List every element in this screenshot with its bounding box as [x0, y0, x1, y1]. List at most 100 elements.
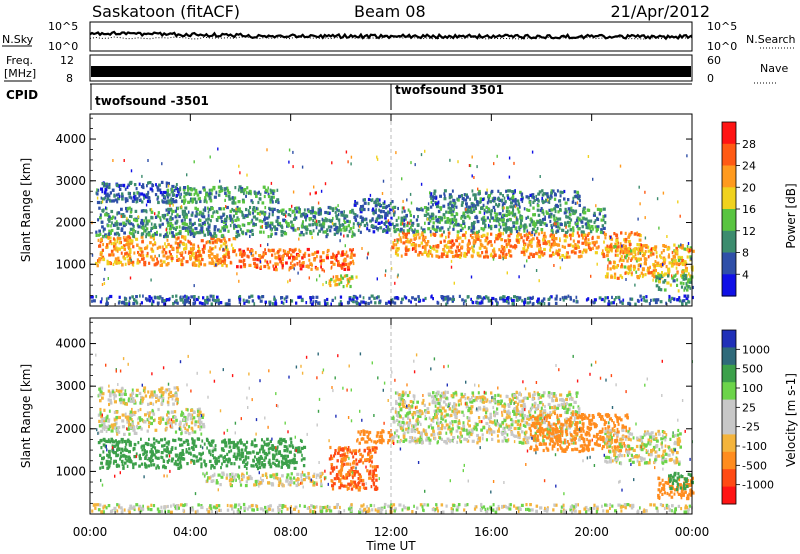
range-gate-cell	[149, 416, 153, 420]
range-gate-cell	[293, 263, 296, 267]
range-gate-cell	[298, 233, 302, 237]
range-gate-cell	[324, 210, 328, 215]
range-gate-cell	[446, 301, 449, 305]
range-gate-cell	[180, 298, 184, 302]
range-gate-cell	[209, 155, 211, 159]
range-gate-cell	[226, 460, 230, 464]
range-gate-cell	[272, 454, 274, 458]
range-gate-cell	[599, 230, 603, 234]
range-gate-cell	[134, 462, 137, 466]
range-gate-cell	[689, 255, 692, 259]
range-gate-cell	[195, 455, 198, 459]
range-gate-cell	[550, 191, 553, 195]
range-gate-cell	[113, 241, 116, 246]
range-gate-cell	[476, 220, 480, 224]
range-gate-cell	[185, 430, 188, 435]
range-gate-cell	[353, 215, 357, 219]
range-gate-cell	[155, 183, 157, 187]
range-gate-cell	[184, 250, 187, 254]
range-gate-cell	[194, 257, 198, 261]
range-gate-cell	[396, 248, 399, 252]
range-gate-cell	[250, 464, 253, 468]
range-gate-cell	[277, 254, 281, 258]
range-gate-cell	[314, 300, 318, 304]
range-gate-cell	[685, 302, 688, 306]
range-gate-cell	[246, 461, 249, 465]
range-gate-cell	[238, 185, 242, 189]
range-gate-cell	[662, 256, 666, 260]
range-gate-cell	[110, 437, 113, 441]
range-gate-cell	[490, 232, 493, 236]
range-gate-cell	[195, 200, 198, 204]
range-gate-cell	[467, 250, 470, 254]
range-gate-cell	[122, 255, 125, 259]
range-gate-cell	[208, 261, 212, 265]
freq-label-2: [MHz]	[4, 67, 36, 80]
range-gate-cell	[202, 296, 205, 300]
range-gate-cell	[196, 231, 199, 235]
range-gate-cell	[192, 439, 196, 443]
range-gate-cell	[326, 297, 329, 302]
range-gate-cell	[459, 228, 463, 232]
range-gate-cell	[337, 218, 341, 222]
range-gate-cell	[241, 213, 244, 217]
range-gate-cell	[175, 294, 178, 298]
range-gate-cell	[192, 301, 196, 306]
range-gate-cell	[672, 279, 676, 283]
range-gate-cell	[224, 444, 228, 448]
range-gate-cell	[689, 248, 691, 252]
range-gate-cell	[626, 251, 629, 255]
range-gate-cell	[406, 238, 409, 242]
range-gate-cell	[297, 227, 299, 231]
range-gate-cell	[390, 200, 394, 204]
range-gate-cell	[295, 256, 298, 260]
range-gate-cell	[322, 219, 326, 223]
range-gate-cell	[227, 302, 231, 306]
range-gate-cell	[561, 258, 563, 262]
range-gate-cell	[424, 296, 427, 301]
range-gate-cell	[587, 243, 590, 247]
range-gate-cell	[122, 244, 126, 248]
range-gate-cell	[491, 197, 495, 201]
range-gate-cell	[340, 266, 343, 270]
range-gate-cell	[491, 301, 494, 305]
range-gate-cell	[153, 418, 156, 422]
range-gate-cell	[534, 229, 538, 233]
range-gate-cell	[680, 285, 684, 289]
range-gate-cell	[300, 224, 304, 228]
range-gate-cell	[539, 218, 542, 223]
range-gate-cell	[509, 249, 512, 253]
range-gate-cell	[150, 215, 153, 219]
range-gate-cell	[508, 251, 510, 255]
range-gate-cell	[581, 236, 584, 240]
cpid-segment-2: twofsound 3501	[395, 83, 504, 97]
range-gate-cell	[632, 255, 636, 259]
range-gate-cell	[680, 261, 684, 265]
range-gate-cell	[232, 214, 235, 218]
range-gate-cell	[193, 232, 196, 236]
range-gate-cell	[129, 440, 132, 445]
range-gate-cell	[473, 208, 475, 212]
range-gate-cell	[538, 248, 541, 252]
range-gate-cell	[577, 245, 580, 249]
range-gate-cell	[387, 219, 390, 223]
range-gate-cell	[111, 448, 114, 452]
range-gate-cell	[430, 295, 433, 299]
range-gate-cell	[401, 177, 403, 181]
range-gate-cell	[508, 209, 511, 214]
range-gate-cell	[174, 241, 177, 245]
range-gate-cell	[662, 263, 664, 267]
range-gate-cell	[149, 255, 153, 259]
range-gate-cell	[691, 249, 695, 253]
range-gate-cell	[533, 233, 536, 237]
range-gate-cell	[498, 231, 501, 235]
range-gate-cell	[498, 255, 502, 259]
range-gate-cell	[215, 255, 219, 259]
range-gate-cell	[636, 275, 640, 279]
range-gate-cell	[181, 199, 183, 203]
range-gate-cell	[453, 218, 456, 222]
range-gate-cell	[514, 227, 517, 231]
range-gate-cell	[108, 253, 111, 257]
range-gate-cell	[429, 219, 432, 223]
range-gate-cell	[530, 238, 533, 242]
